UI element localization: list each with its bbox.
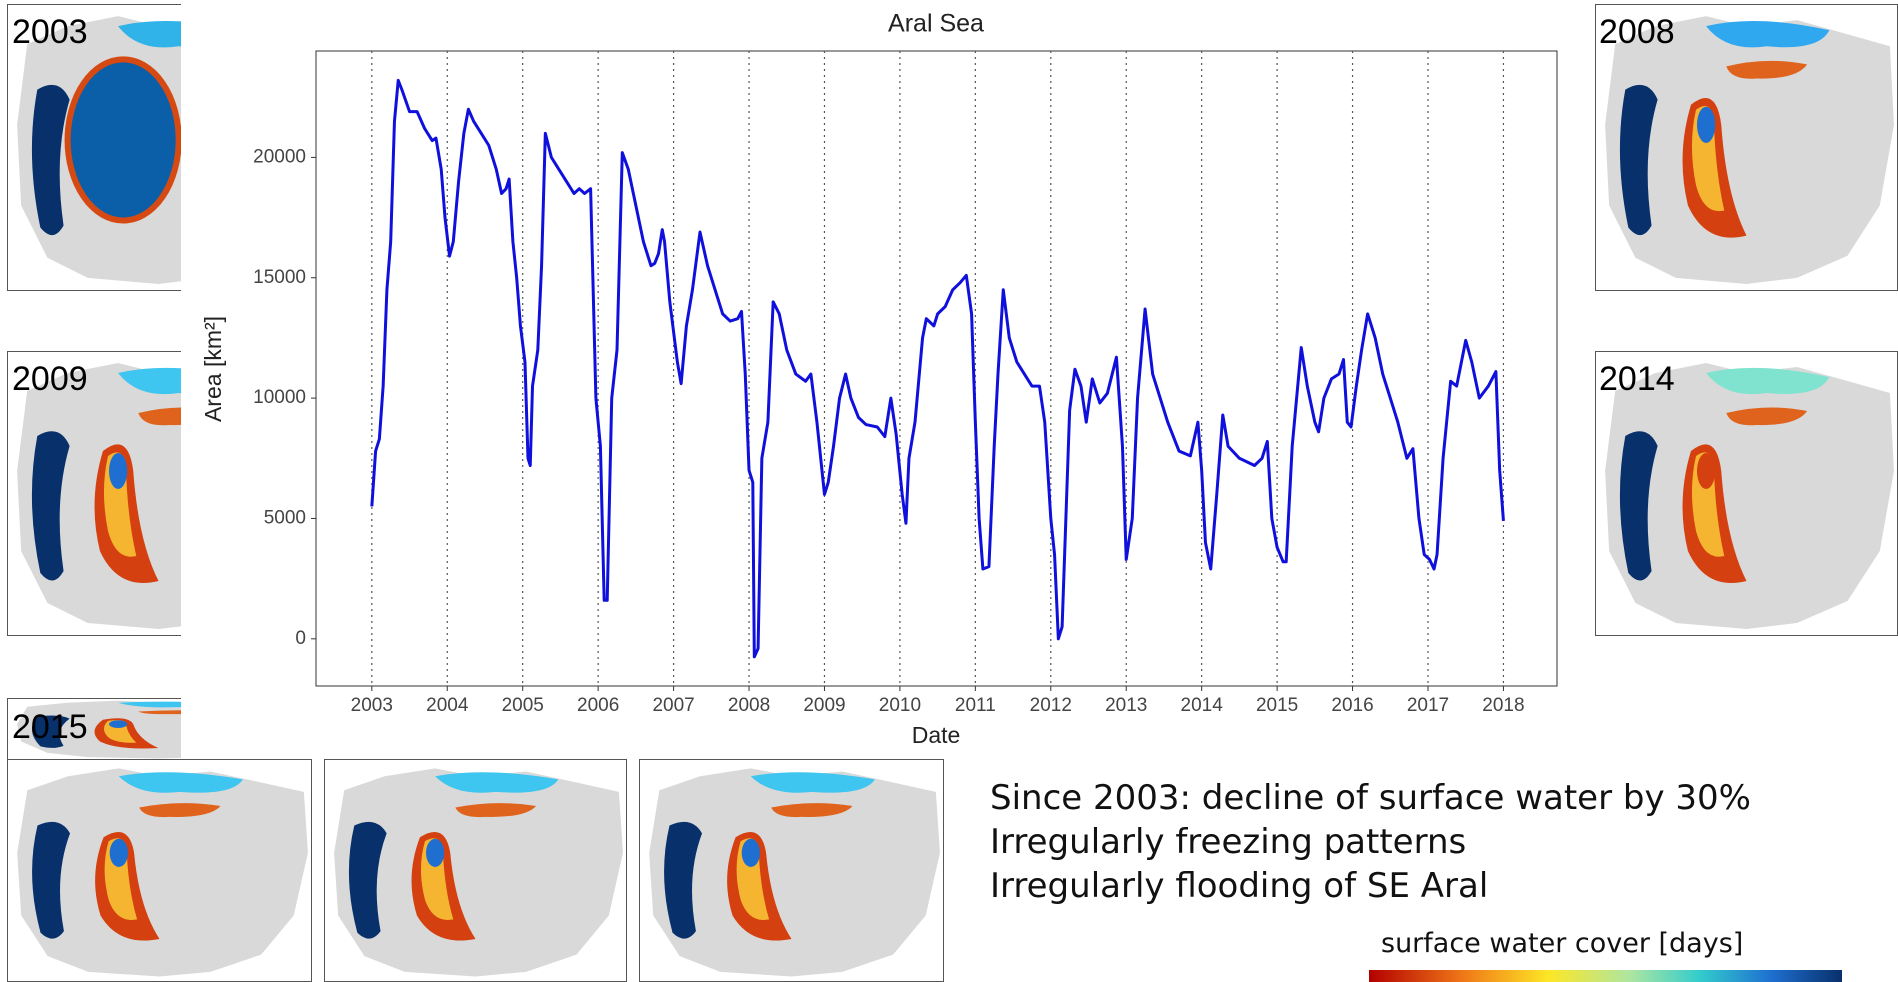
y-tick-label: 15000: [253, 267, 306, 288]
y-tick-label: 0: [295, 628, 306, 649]
map-shapes: [1605, 363, 1894, 629]
map-shapes: [649, 768, 940, 976]
slide: 2003 2008 2009 2014 2015 Aral Sea Date Area …: [0, 0, 1898, 982]
x-tick-label: 2007: [652, 695, 694, 716]
x-tick-label: 2009: [803, 695, 845, 716]
map-year-label: 2008: [1599, 13, 1675, 51]
x-tick-label: 2013: [1105, 695, 1147, 716]
map: [8, 760, 312, 982]
map-shapes: [17, 768, 308, 976]
map-year-label: 2015: [12, 708, 88, 746]
lake-core: [110, 839, 128, 867]
x-tick-label: 2011: [955, 695, 996, 716]
map-year-label: 2003: [12, 13, 88, 51]
colorbar: [1369, 970, 1842, 982]
map-year-label: 2009: [12, 360, 88, 398]
x-tick-label: 2008: [728, 695, 770, 716]
lake-core: [742, 839, 760, 867]
map: [640, 760, 944, 982]
note: Irregularly flooding of SE Aral: [990, 866, 1488, 906]
plot-frame: [316, 51, 1557, 686]
lake-core: [109, 453, 127, 489]
map-shapes: [334, 768, 623, 976]
x-tick-label: 2004: [426, 695, 469, 716]
x-tick-label: 2003: [351, 695, 393, 716]
x-tick-label: 2010: [879, 695, 921, 716]
lake-core: [426, 839, 444, 867]
x-axis-label: Date: [912, 722, 961, 748]
map-shapes: [1605, 16, 1894, 284]
chart-title: Aral Sea: [888, 10, 984, 38]
lake-core: [1697, 453, 1715, 489]
note: Since 2003: decline of surface water by …: [990, 778, 1751, 818]
map: [325, 760, 627, 982]
map-year-label: 2014: [1599, 360, 1675, 398]
x-tick-label: 2012: [1030, 695, 1072, 716]
colorbar-title: surface water cover [days]: [1381, 928, 1743, 959]
lake: [68, 59, 179, 220]
x-tick-label: 2014: [1181, 695, 1224, 716]
lake-core: [1697, 107, 1715, 143]
x-tick-label: 2006: [577, 695, 619, 716]
x-tick-label: 2005: [502, 695, 544, 716]
y-tick-label: 20000: [253, 146, 306, 167]
y-tick-label: 10000: [253, 387, 306, 408]
y-tick-label: 5000: [264, 507, 306, 528]
note: Irregularly freezing patterns: [990, 822, 1466, 862]
x-tick-label: 2018: [1482, 695, 1524, 716]
x-tick-label: 2015: [1256, 695, 1298, 716]
area-line: [372, 80, 1504, 657]
x-tick-label: 2017: [1407, 695, 1449, 716]
x-tick-label: 2016: [1331, 695, 1373, 716]
lake-core: [109, 720, 127, 728]
y-axis-label: Area [km²]: [200, 316, 226, 422]
chart: Aral Sea Date Area [km²] 0 5000 10000 15000…: [200, 10, 1557, 748]
